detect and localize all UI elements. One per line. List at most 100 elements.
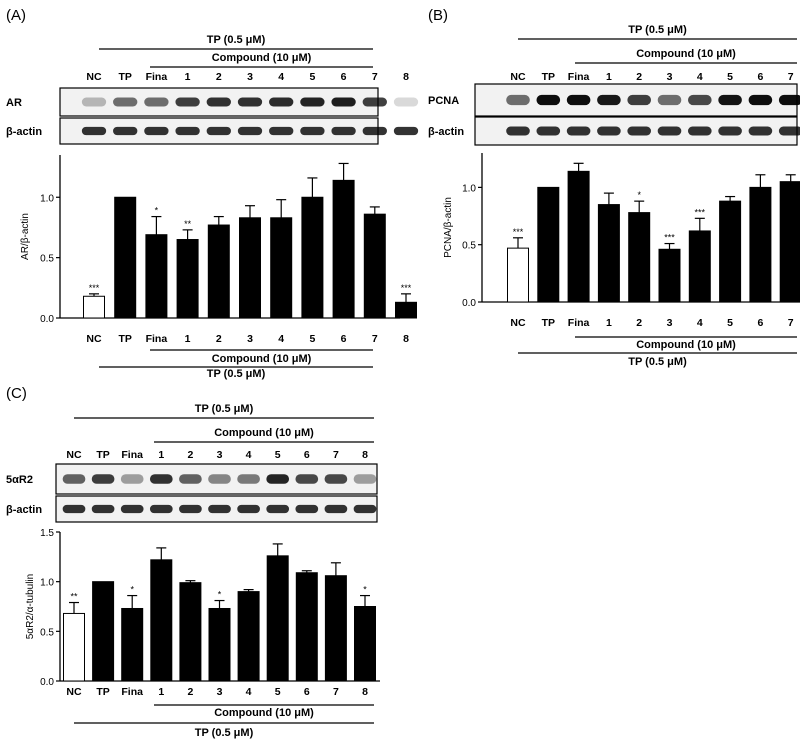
blot-band (113, 97, 138, 107)
blot-band (324, 474, 348, 484)
blot-band (300, 97, 325, 107)
blot-band (687, 94, 712, 106)
lane-label: 3 (247, 71, 253, 83)
y-tick-label: 0.5 (40, 254, 54, 265)
lane-label: 5 (275, 449, 281, 461)
significance-mark: * (363, 585, 367, 595)
bar (507, 247, 529, 303)
blot-band (206, 97, 231, 107)
blot-band (597, 94, 621, 106)
bar (628, 212, 651, 303)
blot-row-label-target: 5αR2 (6, 474, 33, 486)
blot-band (237, 126, 263, 136)
significance-mark: *** (695, 207, 706, 217)
blot-band (506, 94, 530, 106)
lane-label: 2 (216, 71, 222, 83)
y-tick-label: 0.5 (40, 627, 54, 638)
bar (150, 559, 173, 682)
blot-band (237, 504, 260, 514)
lane-label: NC (86, 71, 102, 83)
category-label: 7 (788, 317, 794, 329)
bar (567, 170, 590, 303)
blot-band (120, 474, 144, 484)
compound-label-bottom: Compound (10 μM) (214, 707, 314, 719)
y-tick-label: 0.0 (40, 677, 54, 688)
blot-band (536, 126, 561, 136)
blot-band (778, 126, 800, 136)
category-label: TP (542, 317, 555, 329)
panel-a: (A) TP (0.5 μM) Compound (10 μM) NC TP Fina 1 2… (6, 7, 419, 380)
category-label: NC (86, 333, 102, 345)
blot-band (295, 474, 319, 484)
lane-label: Fina (121, 449, 143, 461)
compound-label-bottom: Compound (10 μM) (636, 339, 736, 351)
category-label: 8 (403, 333, 409, 345)
blot-row-label-target: PCNA (428, 95, 459, 107)
blot-band (657, 94, 682, 106)
category-label: 4 (697, 317, 703, 329)
blot-row-label-actin: β-actin (428, 126, 464, 138)
lane-label: NC (510, 71, 526, 83)
y-tick-label: 1.0 (40, 578, 54, 589)
lane-label: 5 (309, 71, 315, 83)
bar (779, 181, 800, 303)
panel-label: (B) (428, 7, 448, 24)
blot-band (179, 474, 202, 484)
blot-band (300, 126, 325, 136)
blot-band (718, 94, 742, 106)
bar (537, 186, 560, 303)
lane-label: 6 (341, 71, 347, 83)
blot-row-label-actin: β-actin (6, 126, 42, 138)
blot-band (393, 97, 419, 107)
blot-band (536, 94, 561, 106)
lane-label: 2 (636, 71, 642, 83)
blot-band (627, 94, 652, 106)
bar (395, 301, 417, 319)
blot-row-label-target: AR (6, 97, 22, 109)
panel-b: (B) TP (0.5 μM) Compound (10 μM) NC TP Fina 1 2… (428, 7, 800, 368)
blot-band (331, 126, 356, 136)
blot-band (353, 474, 377, 484)
lane-label: TP (118, 71, 131, 83)
y-tick-label: 1.5 (40, 528, 54, 539)
blot-band (657, 126, 682, 136)
lane-label: 3 (217, 449, 223, 461)
blot-band (237, 97, 263, 107)
blot-band (91, 474, 115, 484)
category-label: 1 (606, 317, 612, 329)
y-tick-label: 0.5 (462, 241, 476, 252)
category-label: Fina (121, 686, 143, 698)
bar (363, 213, 386, 319)
category-label: 7 (333, 686, 339, 698)
bar (207, 224, 230, 319)
blot-band (175, 126, 200, 136)
treatment-label-top: TP (0.5 μM) (207, 34, 266, 46)
panel-label: (C) (6, 385, 27, 402)
bar (354, 606, 376, 682)
bar (176, 239, 199, 319)
panel-label: (A) (6, 7, 26, 24)
treatment-label-bottom: TP (0.5 μM) (195, 727, 254, 739)
lane-label: 5 (727, 71, 733, 83)
significance-mark: *** (89, 283, 100, 293)
bar (688, 230, 711, 303)
blot-band (208, 474, 231, 484)
category-label: 3 (217, 686, 223, 698)
bar (92, 581, 115, 682)
significance-mark: *** (401, 283, 412, 293)
category-label: 5 (309, 333, 315, 345)
treatment-label-bottom: TP (0.5 μM) (628, 356, 687, 368)
significance-mark: * (637, 190, 641, 200)
blot-band (362, 97, 387, 107)
blot-band (393, 126, 419, 136)
bar (266, 555, 289, 682)
category-label: NC (510, 317, 526, 329)
lane-label: 8 (403, 71, 409, 83)
treatment-label-bottom: TP (0.5 μM) (207, 368, 266, 380)
category-label: 4 (278, 333, 284, 345)
category-label: 5 (275, 686, 281, 698)
blot-band (506, 126, 530, 136)
category-label: 3 (667, 317, 673, 329)
blot-band (113, 126, 138, 136)
blot-band (120, 504, 144, 514)
